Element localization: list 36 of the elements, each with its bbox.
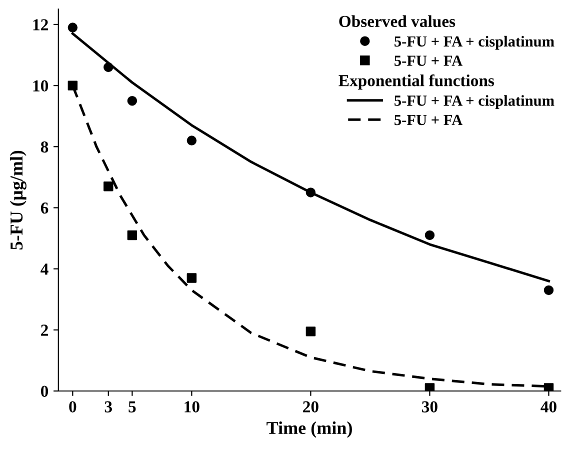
legend-label: 5-FU + FA	[394, 56, 463, 66]
y-tick-label: 2	[41, 324, 48, 336]
point	[424, 230, 435, 240]
x-axis-title: Time (min)	[266, 421, 352, 438]
annotation: Exponential functions	[338, 74, 494, 90]
y-tick-label: 6	[40, 202, 48, 214]
annotation: Observed values	[339, 15, 456, 28]
y-tick-label: 10	[33, 80, 48, 92]
y-axis-title: 5-FU (µg/ml)	[10, 150, 26, 250]
point	[68, 22, 78, 32]
legend-label: 5-FU + FA + cisplatinum	[394, 95, 554, 109]
x-tick-label: 20	[303, 401, 318, 412]
point	[127, 230, 138, 240]
y-tick-label: 8	[40, 141, 48, 153]
x-tick-label: 40	[540, 401, 556, 412]
x-tick-label: 10	[184, 401, 200, 412]
point	[544, 285, 554, 296]
x-tick-label: 5	[128, 401, 136, 412]
point	[104, 181, 114, 192]
point	[68, 80, 78, 90]
point	[127, 96, 138, 106]
point	[306, 188, 316, 198]
point	[104, 62, 114, 72]
point	[186, 273, 197, 283]
y-tick-label: 4	[40, 264, 48, 275]
x-tick-label: 3	[104, 401, 112, 412]
x-tick-label: 0	[69, 401, 76, 412]
point	[186, 136, 197, 146]
legend-label: 5-FU + FA + cisplatinum	[394, 36, 554, 50]
point	[424, 383, 435, 391]
point	[306, 326, 316, 336]
legend-label: 5-FU + FA	[394, 114, 463, 126]
y-tick-label: 0	[40, 386, 48, 397]
x-tick-label: 30	[422, 401, 438, 412]
point	[544, 383, 554, 391]
y-tick-label: 12	[33, 19, 48, 30]
